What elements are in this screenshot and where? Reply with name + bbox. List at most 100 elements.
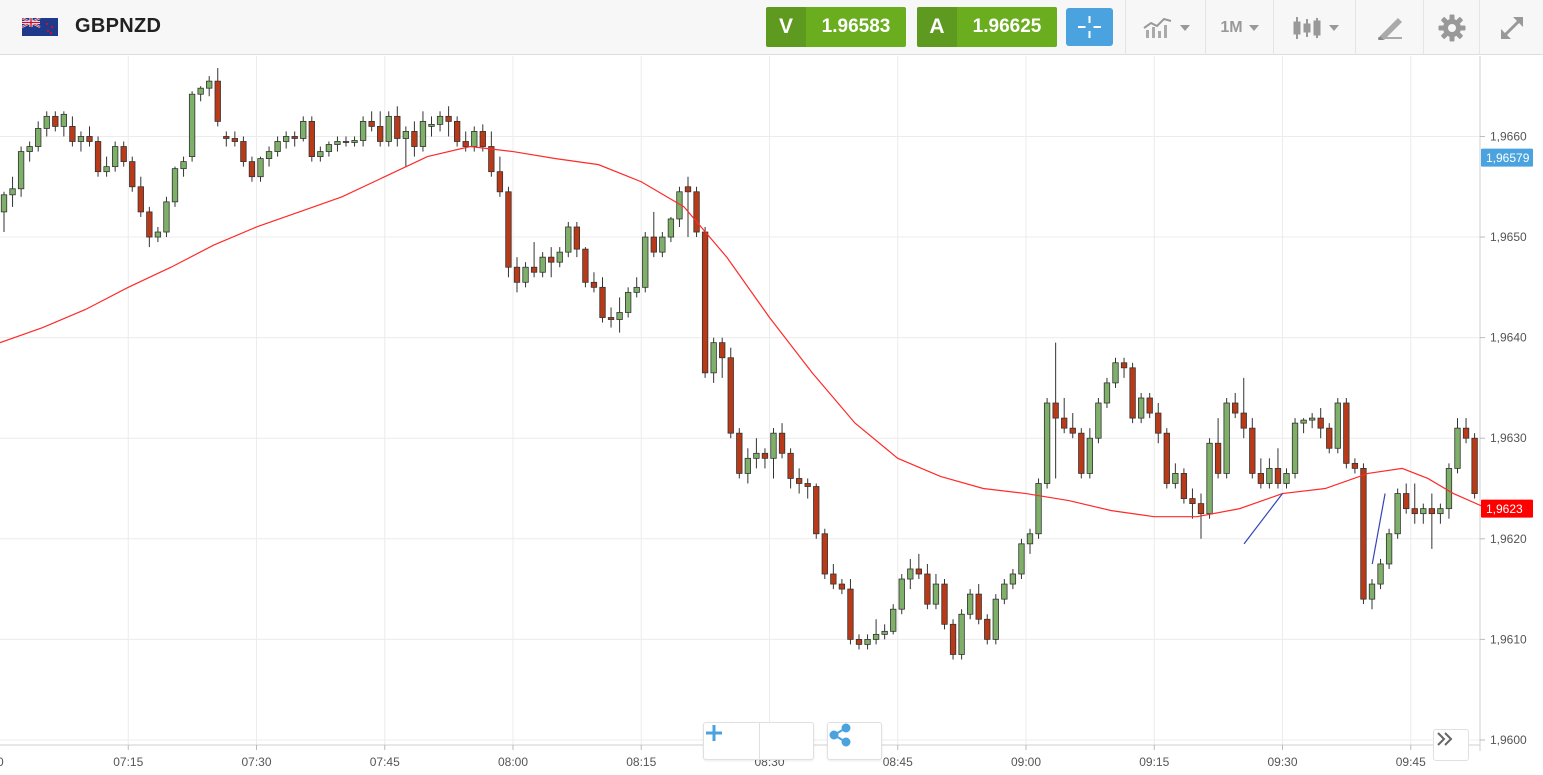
bearish-candle [1232,392,1239,419]
candle-body [650,236,657,253]
sell-button[interactable]: V 1.96583 [766,7,906,47]
candle-body [385,115,392,142]
bullish-candle [1334,397,1341,454]
bullish-candle [667,216,675,243]
candlestick-chart[interactable]: 1,9660 1,9650 1,9640 1,9630 1,9620 1,9610 1,96… [0,56,1543,775]
bullish-candle [522,262,529,288]
candle-body [1385,533,1393,565]
candle-body [223,136,230,139]
trend-line [1371,493,1386,565]
zoom-in-button[interactable] [706,723,814,759]
bearish-candle [582,247,589,288]
candle-body [1120,362,1128,369]
candle-body [719,342,726,359]
bearish-candle [719,337,726,378]
sell-price: 1.96583 [806,7,906,47]
candle-body [1112,362,1119,384]
bearish-candle [496,156,504,197]
bearish-candle [949,619,957,660]
candle-body [17,151,25,190]
candle-body [1189,498,1196,504]
bearish-candle [248,156,256,182]
bearish-candle [231,131,239,147]
candle-body [471,131,478,147]
candle-body [129,161,136,188]
candle-body [402,131,410,139]
candle-body [479,131,486,147]
bearish-candle [1317,408,1324,439]
settings-button[interactable] [1423,0,1479,55]
bearish-candle [1351,458,1359,474]
candle-body [898,578,905,610]
candle-body [317,151,324,157]
bearish-candle [342,136,350,147]
candle-body [967,593,974,615]
candle-body [958,613,965,655]
bullish-candle [0,191,8,233]
bearish-candle [607,307,615,328]
candle-body [565,226,572,253]
candle-body [86,136,93,142]
bearish-candle [137,176,144,217]
bullish-candle [188,91,196,162]
bearish-candle [821,528,828,580]
chart-type-selector[interactable] [1273,0,1355,55]
candle-body [932,583,940,605]
candle-body [1163,432,1170,484]
candle-body [1052,402,1059,419]
bullish-candle [907,558,914,590]
bearish-candle [69,116,76,147]
bullish-candle [1095,397,1102,444]
bullish-candle [744,448,751,484]
chart-type-caret-icon [1328,24,1339,31]
candle-body [282,136,290,142]
timeframe-selector[interactable]: 1M [1205,0,1273,55]
candle-body [291,136,298,139]
crosshair-button[interactable] [1066,8,1113,46]
candle-body [625,291,632,313]
bullish-candle [402,126,410,167]
fullscreen-button[interactable] [1479,0,1543,55]
bullish-candle [197,86,204,102]
price-chart[interactable]: 1,9660 1,9650 1,9640 1,9630 1,9620 1,9610 1,96… [0,56,1543,775]
candle-body [146,211,153,238]
candle-body [1309,417,1316,421]
bearish-candle [590,272,598,293]
drawing-tools-button[interactable] [1355,0,1423,55]
expand-icon [1500,16,1523,39]
bullish-candle [300,116,307,142]
bearish-candle [120,141,127,167]
scroll-to-end-button[interactable] [1433,729,1469,761]
indicators-button[interactable] [1125,0,1205,55]
bearish-candle [838,579,846,595]
share-icon [829,723,851,747]
bearish-candle [727,347,734,439]
bullish-candle [1377,558,1384,590]
timeframe-label: 1M [1220,18,1243,36]
candle-body [659,236,666,253]
bullish-candle [325,141,333,157]
candle-body [0,194,8,213]
bullish-candle [1454,418,1461,474]
bullish-candle [35,121,42,152]
trend-line [1243,493,1283,545]
candle-body [770,432,777,459]
bullish-candle [565,221,572,258]
candle-body [436,115,444,125]
candle-body [548,256,555,263]
bearish-candle [1360,463,1367,605]
candle-body [9,188,16,196]
candle-body [693,191,700,233]
buy-button[interactable]: A 1.96625 [917,7,1057,47]
share-button[interactable] [827,722,882,760]
candle-body [43,115,50,129]
candle-body [1069,427,1076,434]
candle-body [1343,402,1350,464]
bullish-candle [428,116,435,137]
candle-body [394,115,401,139]
candle-body [1103,382,1111,404]
bearish-candle [924,563,931,610]
bearish-candle [1129,362,1136,424]
candle-body [359,120,367,141]
candle-body [1445,467,1453,510]
